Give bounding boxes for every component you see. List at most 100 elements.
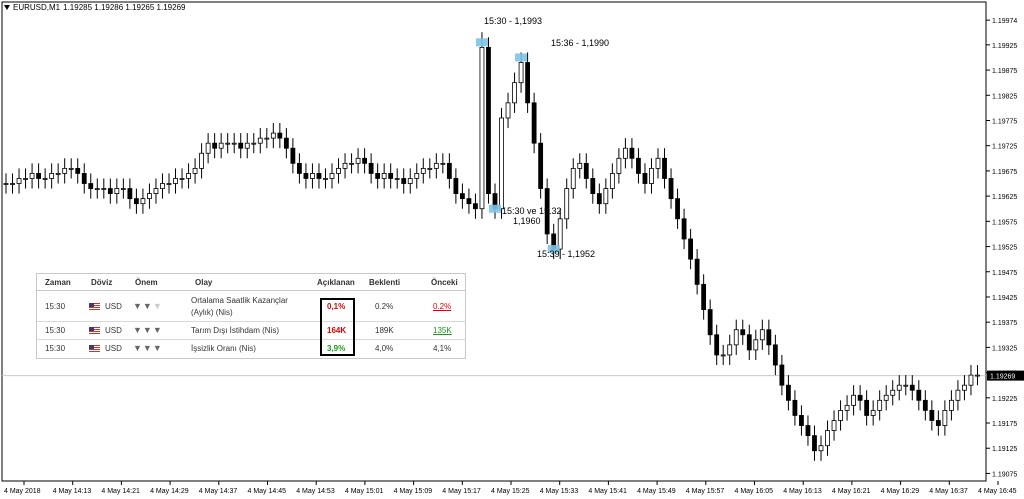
- candle-body: [962, 384, 967, 391]
- candle-body: [473, 203, 478, 210]
- current-price-label: 1.19269: [990, 374, 1015, 381]
- y-tick-label: 1.19725: [992, 144, 1017, 151]
- candle-body: [668, 178, 674, 200]
- candle-body: [107, 188, 113, 194]
- importance-icon: ▼▼▼: [133, 301, 163, 311]
- candle-body: [329, 173, 335, 179]
- cell-olay: Tarım Dışı İstihdam (Nis): [191, 326, 280, 335]
- symbol-name: EURUSD,M1: [13, 3, 61, 12]
- candle-body: [851, 394, 856, 406]
- y-tick-label: 1.19175: [992, 421, 1017, 428]
- y-tick-label: 1.19425: [992, 295, 1017, 302]
- header-onem: Önem: [135, 278, 158, 287]
- x-tick-label: 4 May 14:29: [150, 488, 189, 495]
- candle-body: [968, 374, 974, 386]
- candle-body: [479, 46, 485, 210]
- candle-body: [277, 132, 283, 139]
- cell-olay: Ortalama Saatlik Kazançlar: [191, 296, 288, 305]
- candle-body: [792, 399, 798, 416]
- candle-body: [557, 218, 563, 250]
- candle-body: [218, 142, 224, 149]
- candle-body: [825, 430, 830, 447]
- candle-body: [505, 102, 511, 119]
- candle-body: [466, 198, 472, 205]
- candle-body: [577, 162, 583, 169]
- candle-body: [446, 162, 452, 179]
- annotation-low-1539: 15:39 - 1,1952: [537, 249, 596, 259]
- x-tick-label: 4 May 16:05: [735, 488, 774, 495]
- candle-body: [812, 435, 817, 452]
- y-tick-label: 1.19575: [992, 219, 1017, 226]
- candle-body: [49, 173, 55, 179]
- header-beklenti: Beklenti: [369, 278, 401, 287]
- candle-body: [838, 410, 843, 421]
- candle-body: [94, 188, 100, 190]
- x-tick-label: 4 May 2018: [4, 488, 41, 495]
- candle-body: [283, 137, 289, 149]
- x-tick-label: 4 May 15:25: [491, 488, 530, 495]
- price-marker: [547, 245, 560, 254]
- candle-body: [310, 173, 315, 179]
- x-tick-label: 4 May 14:37: [199, 488, 238, 495]
- candle-body: [127, 188, 133, 200]
- candle-body: [636, 157, 641, 174]
- cell-beklenti: 189K: [375, 326, 394, 335]
- us-flag-icon: [89, 345, 100, 352]
- cell-doviz: USD: [105, 344, 122, 353]
- cell-zaman: 15:30: [45, 344, 66, 353]
- cell-beklenti: 0.2%: [375, 302, 394, 311]
- candle-body: [596, 193, 602, 205]
- candle-body: [362, 157, 368, 164]
- candle-body: [603, 188, 609, 205]
- candle-body: [583, 162, 589, 179]
- candle-body: [205, 142, 211, 154]
- x-tick-label: 4 May 15:49: [637, 488, 676, 495]
- candle-body: [727, 344, 733, 356]
- candle-body: [81, 173, 87, 184]
- candle-body: [544, 188, 550, 235]
- y-tick-label: 1.19875: [992, 68, 1017, 75]
- candle-body: [746, 334, 752, 351]
- x-tick-label: 4 May 16:13: [783, 488, 822, 495]
- candle-body: [675, 198, 680, 220]
- candle-body: [935, 420, 941, 426]
- candle-body: [355, 157, 361, 164]
- candle-body: [251, 142, 257, 145]
- candle-body: [890, 389, 896, 396]
- candle-body: [916, 389, 922, 401]
- cell-doviz: USD: [105, 326, 122, 335]
- candle-body: [23, 178, 28, 180]
- x-tick-label: 4 May 14:45: [248, 488, 287, 495]
- dropdown-triangle-icon[interactable]: [4, 5, 10, 10]
- candle-body: [688, 238, 693, 260]
- cell-onceki: 0.2%: [433, 302, 452, 311]
- candle-body: [160, 183, 165, 189]
- x-tick-label: 4 May 16:37: [929, 488, 968, 495]
- importance-icon: ▼▼▼: [133, 325, 163, 335]
- candle-body: [949, 399, 954, 411]
- plot-frame: [1, 1, 987, 482]
- candle-body: [388, 173, 394, 179]
- candle-body: [531, 102, 537, 144]
- candle-body: [55, 173, 61, 175]
- candle-body: [570, 167, 576, 189]
- candle-body: [10, 183, 15, 185]
- candle-body: [459, 193, 465, 200]
- candle-body: [753, 339, 759, 351]
- annotation-1536: 15:36 - 1,1990: [551, 38, 610, 48]
- y-tick-label: 1.19125: [992, 446, 1017, 453]
- table-row: 15:30 USD ▼▼▼ Tarım Dışı İstihdam (Nis) …: [37, 322, 465, 340]
- actual-values-highlight: [320, 298, 355, 356]
- candle-body: [407, 178, 413, 184]
- header-doviz: Döviz: [91, 278, 113, 287]
- candle-body: [655, 157, 661, 169]
- current-price-tag: [987, 370, 1024, 381]
- y-tick-label: 1.19825: [992, 93, 1017, 100]
- candle-body: [766, 329, 772, 346]
- candle-body: [818, 445, 824, 452]
- candle-body: [799, 415, 804, 426]
- header-olay: Olay: [195, 278, 213, 287]
- candle-body: [173, 178, 178, 184]
- candle-body: [88, 183, 94, 189]
